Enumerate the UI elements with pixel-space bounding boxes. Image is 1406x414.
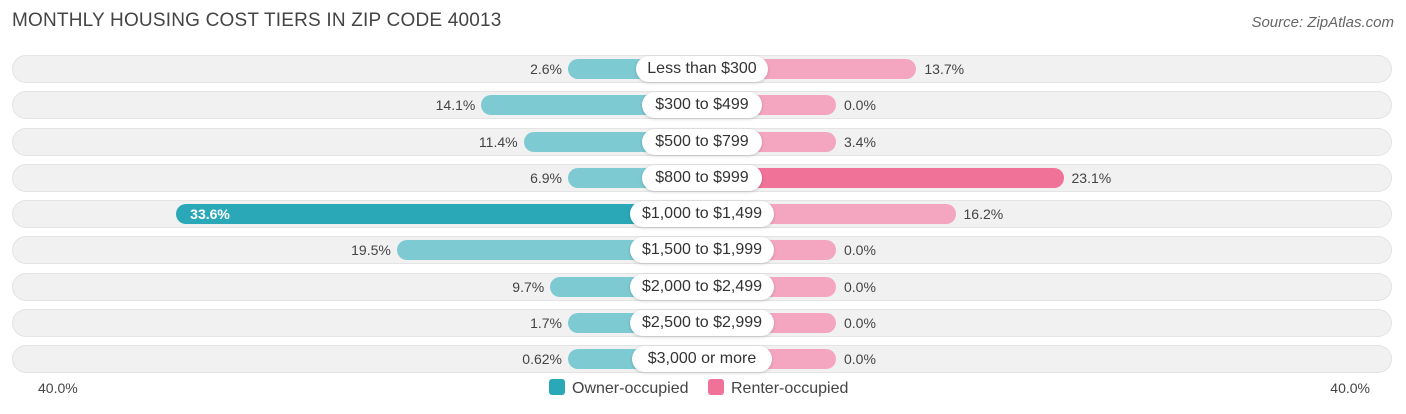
owner-value-label: 1.7% [530,314,562,331]
owner-value-label: 19.5% [351,242,391,259]
owner-value-label: 2.6% [530,61,562,77]
category-label: $2,500 to $2,999 [630,309,774,336]
chart-rows: 2.6% 13.7% Less than $300 14.1% 0.0% $300 to … [12,55,1392,373]
category-label: $300 to $499 [642,92,762,119]
owner-value-label: 9.7% [512,278,545,295]
owner-value-label: 14.1% [435,97,476,114]
axis-right-label: 40.0% [1330,380,1370,396]
renter-value-label: 0.0% [844,351,876,367]
legend-owner-swatch [549,379,565,395]
renter-value-label: 0.0% [844,242,876,259]
owner-value-label: 11.4% [478,133,518,150]
renter-value-label: 3.4% [844,133,876,150]
legend-owner[interactable]: Owner-occupied [549,378,689,400]
owner-value-label: 6.9% [530,169,562,186]
renter-value-label: 0.0% [844,97,876,114]
category-label: $500 to $799 [642,128,762,155]
owner-value-label: 33.6% [190,206,230,222]
owner-bar[interactable] [396,240,702,261]
category-label: $1,500 to $1,999 [630,237,774,264]
owner-bar[interactable] [176,204,702,224]
category-label: $800 to $999 [642,164,762,191]
renter-value-label: 13.7% [924,61,965,77]
category-label: $2,000 to $2,499 [630,273,774,300]
legend: Owner-occupied Renter-occupied [0,378,1406,400]
owner-value-label: 0.62% [522,351,562,367]
category-label: Less than $300 [636,56,768,82]
renter-value-label: 0.0% [844,314,876,331]
legend-owner-label: Owner-occupied [572,380,689,397]
source-label: Source: ZipAtlas.com [1251,14,1394,31]
legend-renter-swatch [708,379,724,395]
category-label: $1,000 to $1,499 [630,201,774,227]
chart-title: MONTHLY HOUSING COST TIERS IN ZIP CODE 4… [12,10,502,31]
renter-bar[interactable] [702,167,1064,188]
axis-left-label: 40.0% [38,380,78,396]
legend-renter-label: Renter-occupied [731,380,849,397]
renter-value-label: 0.0% [844,278,876,295]
renter-value-label: 16.2% [963,206,1004,222]
category-label: $3,000 or more [632,346,772,372]
renter-value-label: 23.1% [1071,169,1112,186]
legend-renter[interactable]: Renter-occupied [708,378,848,400]
